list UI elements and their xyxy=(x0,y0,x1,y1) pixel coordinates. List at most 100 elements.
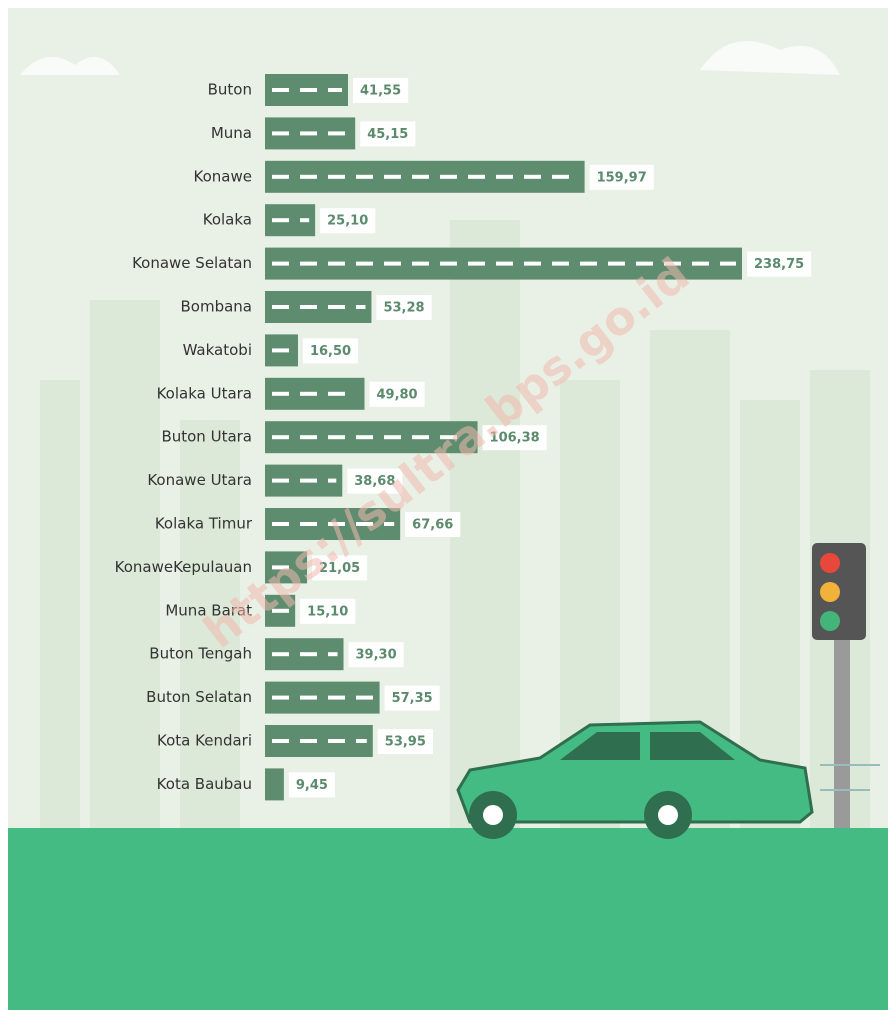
lane-dash xyxy=(552,174,569,179)
car xyxy=(456,720,880,839)
value-label: 53,95 xyxy=(385,735,426,750)
category-label: Buton Tengah xyxy=(149,645,252,663)
lane-dash xyxy=(272,522,289,526)
lane-dash xyxy=(440,174,457,179)
lane-dash xyxy=(272,695,289,700)
lane-dash xyxy=(356,174,373,179)
bar xyxy=(265,768,284,801)
lane-dash xyxy=(496,174,513,179)
lane-dash xyxy=(328,522,345,526)
category-label: Kolaka Utara xyxy=(157,384,252,402)
lane-dash xyxy=(328,131,345,136)
ground xyxy=(8,828,888,1010)
value-label: 39,30 xyxy=(356,648,397,663)
lane-dash xyxy=(356,522,373,526)
lane-dash xyxy=(356,305,366,309)
lane-dash xyxy=(356,695,373,700)
category-label: Muna xyxy=(211,124,252,142)
value-label-bg xyxy=(347,468,403,494)
lane-dash xyxy=(356,261,373,266)
value-label: 106,38 xyxy=(490,431,540,446)
value-label-bg xyxy=(589,164,654,190)
value-label-bg xyxy=(302,338,359,364)
category-label: Muna Barat xyxy=(165,601,252,619)
lane-dash xyxy=(496,261,513,266)
lane-dash xyxy=(440,261,457,266)
lane-dash xyxy=(328,261,345,266)
lane-dash xyxy=(468,261,485,266)
value-label-bg xyxy=(348,642,404,668)
category-label: Kota Kendari xyxy=(157,732,252,750)
lane-dash xyxy=(272,391,289,396)
category-label: Wakatobi xyxy=(183,341,252,359)
value-label: 16,50 xyxy=(310,344,351,359)
category-label: Buton xyxy=(208,81,252,99)
cloud xyxy=(20,57,120,75)
value-label-bg xyxy=(312,555,368,581)
bar-chart: Buton 41,55 Muna 45,15 Konawe 159,97 Kolaka 25,… xyxy=(115,74,812,801)
lane-dash xyxy=(356,435,373,440)
value-label-bg xyxy=(369,381,425,407)
category-label: Bombana xyxy=(181,298,253,316)
value-label: 53,28 xyxy=(383,301,424,316)
value-label-bg xyxy=(288,772,335,798)
lane-dash xyxy=(692,261,709,266)
value-label-bg xyxy=(384,685,440,711)
lane-dash xyxy=(664,261,681,266)
lane-dash xyxy=(272,305,289,309)
value-label: 15,10 xyxy=(307,604,348,619)
lane-dash xyxy=(300,391,317,396)
value-label-bg xyxy=(747,251,812,277)
lane-dash xyxy=(300,88,317,92)
lane-dash xyxy=(272,218,289,223)
value-label: 41,55 xyxy=(360,84,401,99)
category-label: Konawe Utara xyxy=(147,471,252,489)
lane-dash xyxy=(272,739,289,743)
value-label-bg xyxy=(300,598,356,624)
lane-dash xyxy=(300,695,317,700)
lane-dash xyxy=(272,88,289,92)
category-label: Kota Baubau xyxy=(157,775,252,793)
value-label-bg xyxy=(377,729,433,754)
lane-dash xyxy=(300,174,317,179)
value-label: 159,97 xyxy=(597,170,647,185)
lane-dash xyxy=(272,565,289,570)
category-label: Buton Utara xyxy=(161,428,252,446)
lane-dash xyxy=(580,261,597,266)
value-label-bg xyxy=(360,121,416,147)
lane-dash xyxy=(272,348,289,353)
lane-dash xyxy=(636,261,653,266)
lane-dash xyxy=(552,261,569,266)
lane-dash xyxy=(356,739,367,743)
lane-dash xyxy=(608,261,625,266)
lane-dash xyxy=(328,695,345,700)
lane-dash xyxy=(328,391,345,396)
cloud xyxy=(700,41,840,75)
category-label: Konawe xyxy=(194,167,252,185)
lane-dash xyxy=(300,652,317,657)
category-label: Buton Selatan xyxy=(146,688,252,706)
value-label: 38,68 xyxy=(354,474,395,489)
value-label: 238,75 xyxy=(754,257,804,272)
lane-dash xyxy=(440,435,457,440)
lane-dash xyxy=(272,608,289,613)
value-label: 9,45 xyxy=(296,778,328,793)
lane-dash xyxy=(328,305,345,309)
lane-dash xyxy=(328,739,345,743)
lane-dash xyxy=(272,131,289,136)
lane-dash xyxy=(328,478,337,483)
lane-dash xyxy=(300,522,317,526)
lane-dash xyxy=(328,174,345,179)
category-label: Kolaka Timur xyxy=(155,515,253,533)
value-label: 25,10 xyxy=(327,214,368,229)
lane-dash xyxy=(272,174,289,179)
value-label-bg xyxy=(405,512,461,537)
value-label: 67,66 xyxy=(412,518,453,533)
lane-dash xyxy=(384,261,401,266)
lane-dash xyxy=(300,305,317,309)
lane-dash xyxy=(384,174,401,179)
lane-dash xyxy=(300,131,317,136)
lane-dash xyxy=(412,174,429,179)
category-label: Kolaka xyxy=(203,211,252,229)
